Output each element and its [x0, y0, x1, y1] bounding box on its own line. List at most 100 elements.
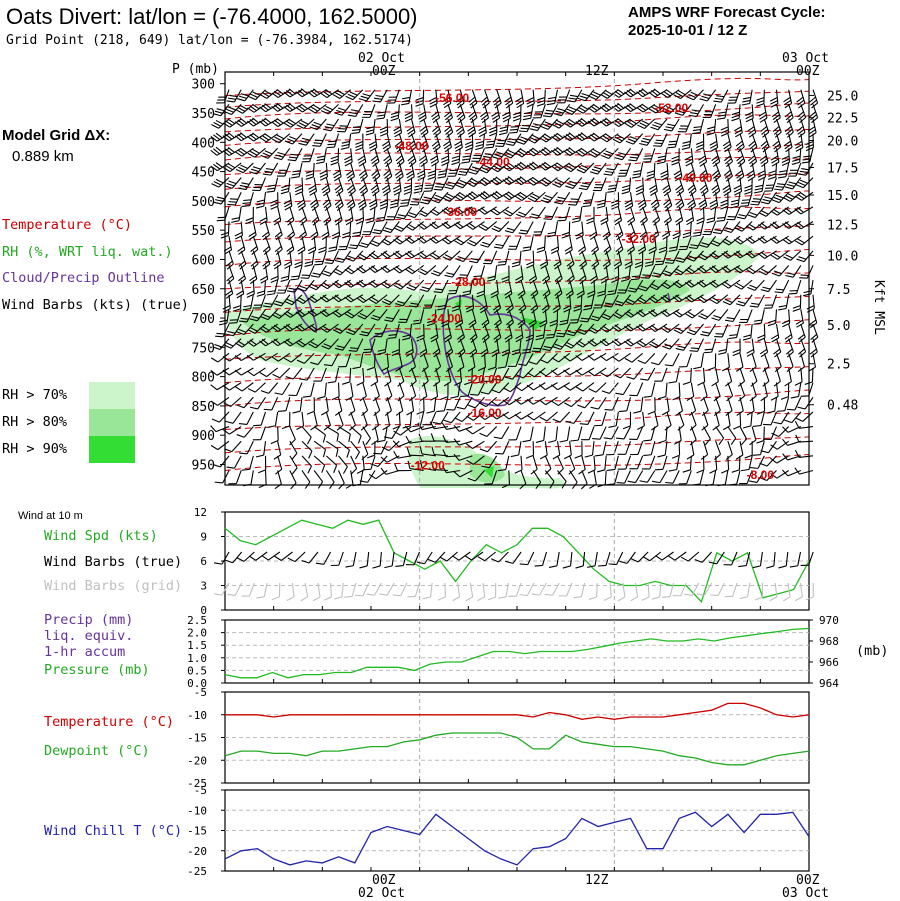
upper-wind-barb-flag [754, 320, 762, 321]
upper-wind-barb-flag [733, 426, 740, 429]
upper-wind-barb [714, 207, 715, 221]
sfc-wind-barb-grid-flag [313, 597, 320, 601]
sfc-wind-barb-true [760, 552, 762, 566]
upper-wind-barb-flag [398, 215, 406, 216]
upper-wind-barb [779, 265, 788, 276]
upper-wind-barb-flag [692, 110, 700, 111]
upper-wind-barb-flag [592, 439, 600, 440]
upper-wind-barb [737, 470, 740, 484]
upper-wind-barb-flag [401, 203, 409, 204]
upper-wind-barb-flag [233, 306, 241, 309]
upper-wind-barb [799, 383, 801, 397]
upper-wind-barb [314, 456, 324, 465]
upper-wind-barb-flag [494, 226, 501, 229]
upper-wind-barb-flag [240, 165, 247, 168]
upper-wind-barb [747, 309, 752, 322]
upper-wind-barb-flag [267, 294, 275, 295]
upper-wind-barb-flag [508, 150, 515, 153]
upper-wind-barb-flag [409, 285, 416, 288]
precip-pressure-rtick-label: 970 [819, 614, 839, 627]
upper-wind-barb-flag [489, 130, 496, 133]
upper-wind-barb-flag [237, 405, 244, 408]
upper-wind-barb [768, 280, 776, 291]
upper-wind-barb [278, 427, 279, 441]
upper-wind-barb [651, 441, 655, 455]
upper-wind-barb-flag [593, 92, 600, 95]
upper-wind-barb-flag [327, 144, 335, 145]
upper-wind-barb-flag [391, 200, 399, 202]
upper-wind-barb-flag [732, 115, 740, 117]
upper-wind-barb [302, 441, 312, 451]
upper-wind-barb-flag [745, 455, 752, 458]
wind-chill-ytick-label: -20 [187, 845, 207, 858]
sfc-wind-barb-true-flag [563, 566, 571, 568]
sfc-wind-barb-grid [788, 583, 790, 597]
upper-wind-barb-flag [625, 358, 632, 362]
upper-wind-barb [581, 295, 582, 309]
upper-wind-barb-flag [263, 153, 270, 156]
upper-wind-barb-flag [748, 215, 756, 218]
upper-wind-barb [728, 368, 732, 381]
upper-wind-barb-flag [787, 409, 795, 410]
upper-wind-barb-flag [657, 162, 665, 164]
upper-wind-barb-flag [693, 130, 701, 131]
upper-wind-barb-flag [708, 367, 716, 370]
upper-wind-barb [673, 470, 679, 483]
upper-wind-barb-flag [671, 162, 679, 165]
upper-wind-barb-flag [579, 167, 586, 170]
upper-wind-barb [739, 456, 740, 470]
upper-wind-barb [600, 427, 606, 440]
upper-wind-barb-flag [295, 192, 302, 195]
upper-wind-barb-flag [718, 353, 726, 355]
upper-wind-barb-flag [306, 174, 314, 176]
upper-wind-barb [218, 441, 229, 449]
upper-wind-barb [351, 427, 362, 436]
upper-wind-barb-flag [523, 440, 531, 441]
upper-wind-barb-flag [652, 125, 660, 128]
upper-wind-barb-flag [385, 411, 391, 416]
upper-wind-barb [728, 353, 730, 367]
upper-wind-barb [730, 295, 740, 305]
upper-wind-barb-flag [407, 287, 414, 290]
upper-wind-barb-flag [626, 377, 634, 379]
upper-wind-barb [250, 192, 254, 205]
upper-wind-barb [758, 456, 764, 469]
sfc-wind-barb-true [353, 552, 356, 566]
upper-wind-barb-flag [295, 188, 302, 191]
upper-wind-barb [607, 90, 618, 99]
upper-wind-barb-flag [637, 125, 644, 129]
upper-wind-barb-flag [729, 335, 737, 336]
upper-wind-barb-flag [696, 148, 703, 151]
upper-wind-barb [704, 368, 705, 382]
upper-wind-barb [267, 90, 278, 99]
upper-wind-barb [509, 470, 510, 484]
upper-wind-barb-flag [751, 303, 759, 304]
upper-wind-barb [360, 470, 362, 484]
upper-wind-barb-flag [552, 184, 559, 187]
upper-wind-barb [420, 412, 423, 426]
upper-wind-barb-flag [231, 221, 239, 223]
sfc-wind-barb-true-flag [681, 557, 688, 561]
upper-wind-barb-flag [556, 111, 564, 113]
upper-wind-barb-flag [228, 98, 236, 99]
upper-wind-barb-flag [237, 435, 245, 438]
upper-wind-barb-flag [235, 370, 241, 375]
sfc-wind-barb-true [557, 552, 559, 566]
upper-wind-barb-flag [698, 316, 705, 319]
upper-wind-barb [399, 412, 400, 426]
upper-wind-barb-flag [281, 188, 289, 190]
upper-wind-barb-flag [598, 200, 606, 202]
upper-wind-barb-flag [683, 470, 691, 472]
upper-wind-barb-flag [469, 240, 476, 243]
upper-wind-barb [760, 441, 764, 454]
upper-wind-barb-flag [713, 315, 721, 317]
upper-wind-barb-flag [759, 213, 766, 217]
upper-wind-barb [326, 470, 334, 482]
upper-wind-barb [797, 280, 801, 293]
upper-wind-barb-flag [778, 177, 786, 178]
upper-wind-barb [516, 236, 521, 249]
upper-wind-barb-flag [582, 94, 590, 96]
upper-wind-barb-flag [446, 184, 454, 186]
upper-wind-barb-flag [636, 188, 643, 191]
upper-wind-barb [681, 90, 692, 99]
